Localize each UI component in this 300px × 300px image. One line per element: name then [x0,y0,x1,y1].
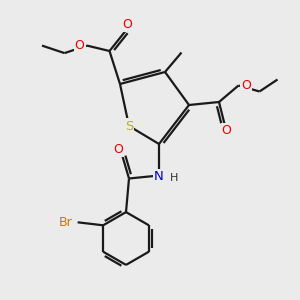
Text: Br: Br [58,216,72,229]
Text: O: O [123,18,132,32]
Text: O: O [222,124,231,137]
Text: N: N [154,169,164,183]
Text: H: H [169,173,178,183]
Text: S: S [125,119,133,133]
Text: O: O [75,39,85,52]
Text: O: O [114,143,123,156]
Text: O: O [241,79,251,92]
